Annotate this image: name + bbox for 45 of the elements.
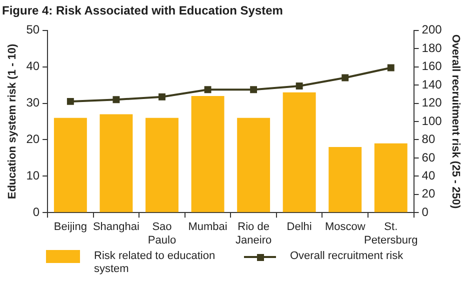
point <box>158 93 166 100</box>
bar <box>54 118 87 212</box>
bar <box>237 118 270 212</box>
point <box>296 82 303 90</box>
x-tick-label: Delhi <box>286 221 312 234</box>
y-tick-label: 50 <box>26 22 40 37</box>
bar <box>146 118 178 212</box>
y2-tick-label: 100 <box>422 114 442 128</box>
point <box>387 64 394 72</box>
y2-tick-label: 180 <box>422 40 442 55</box>
chart-title: Figure 4: Risk Associated with Education System <box>2 4 283 18</box>
y-tick-label: 40 <box>26 59 40 74</box>
legend-label: Risk related to education system <box>94 250 216 276</box>
point <box>66 98 74 105</box>
x-tick-label: Mumbai <box>188 221 228 234</box>
point <box>342 74 349 82</box>
y2-tick-label: 80 <box>422 132 436 146</box>
y-axis-title: Education system risk (1 - 10) <box>6 44 19 200</box>
y2-tick-label: 40 <box>422 168 436 182</box>
bar <box>191 96 224 212</box>
y2-tick-label: 160 <box>422 59 442 74</box>
bar <box>100 114 133 212</box>
y-tick-label: 30 <box>26 96 40 110</box>
bar <box>328 147 362 212</box>
x-tick-label: Moscow <box>324 221 366 234</box>
bar <box>374 143 408 212</box>
y2-tick-label: 140 <box>422 77 442 92</box>
legend-label: Overall recruitment risk <box>290 250 404 263</box>
bar <box>282 92 316 212</box>
x-tick-label: Sao Paulo <box>148 221 176 246</box>
y2-tick-label: 20 <box>422 186 436 201</box>
y2-tick-label: 120 <box>422 96 442 110</box>
y2-tick-label: 200 <box>422 22 442 37</box>
x-tick-label: Shanghai <box>92 221 140 234</box>
y-tick-label: 20 <box>26 132 40 146</box>
x-tick-label: Beijing <box>54 221 87 234</box>
y2-axis-title: Overall recruitment risk (25 - 250) <box>449 34 462 209</box>
point <box>112 96 120 104</box>
y2-tick-label: 60 <box>422 150 436 164</box>
y-tick-label: 0 <box>32 204 40 219</box>
point <box>250 86 258 94</box>
point <box>204 86 212 94</box>
x-tick-label: Rio de Janeiro <box>236 221 272 246</box>
y2-tick-label: 0 <box>422 204 429 219</box>
y-tick-label: 10 <box>26 168 40 182</box>
